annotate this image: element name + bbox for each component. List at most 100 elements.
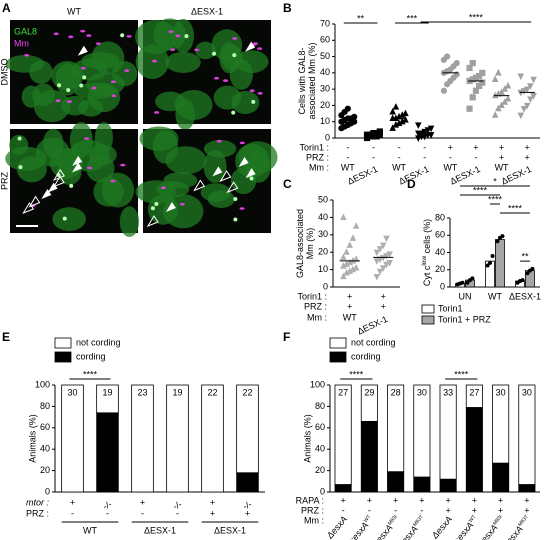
bar-segment [413,384,431,478]
dot [373,249,381,257]
bar-segment [518,384,536,485]
cell [152,130,179,164]
dot [466,105,473,112]
cell [213,85,242,110]
bacteria [239,207,245,210]
dot [376,256,384,264]
row-value: + [340,495,345,505]
row-value: + [524,505,529,515]
y-tick-label: 60 [40,422,50,432]
row-value: + [499,142,504,152]
row-value: + [393,495,398,505]
row-value: ::esxAWT [347,514,376,540]
y-tick-label: 40 [320,67,330,77]
panel-label: B [283,1,292,15]
x-tick-label: WT [488,291,502,301]
arrowhead-open [28,195,41,208]
bacteria [232,37,238,40]
row-value-sup: WT [363,514,373,524]
legend-label: cording [351,351,381,361]
row-value: - [176,508,179,518]
significance-label: **** [473,185,488,195]
bar-segment [439,384,457,480]
gal8-spot [233,197,238,202]
arrowhead [77,45,88,56]
row-value: + [473,142,478,152]
bar-segment [439,478,457,493]
bacteria [216,139,222,143]
gal8-spot [232,53,237,58]
y-tick-label: 20 [435,264,445,274]
legend-swatch [54,351,72,363]
y-axis-label: Animals (%) [302,414,312,463]
cell [203,149,227,183]
y-tick-label: 20 [320,100,330,110]
bar-segment [334,484,352,493]
n-label: 30 [496,387,506,397]
cell [135,180,176,204]
row-label: Torin1 : [297,291,327,301]
bacteria [154,111,160,114]
y-tick-label: 0 [320,486,325,496]
cell [9,134,29,156]
arrowhead [41,189,52,200]
arrowhead [245,168,256,179]
dot [490,253,495,258]
row-value: + [472,495,477,505]
legend-swatch [421,315,435,325]
dot [352,222,360,229]
dot [346,241,354,248]
dot [379,265,387,272]
dot [453,59,460,67]
dot [501,85,509,92]
row-value: + [367,495,372,505]
cell [163,172,198,189]
cell [101,172,135,208]
gal8-spot [69,183,74,188]
row-value: WT [495,162,509,172]
row-value: + [70,497,75,507]
dot [495,239,500,244]
gal8-spot [249,176,254,181]
bar-segment [387,384,405,473]
row-value: + [498,505,503,515]
y-tick-label: 80 [315,401,325,411]
cell [52,207,86,231]
dot [476,73,483,80]
dot [470,276,475,281]
significance-label: **** [454,369,469,379]
bacteria [179,202,185,206]
dot [415,122,422,129]
bar-segment [360,384,378,422]
n-label: 29 [364,387,374,397]
dot [491,111,499,118]
dot [373,273,381,281]
cell [29,60,53,84]
dot [340,213,347,220]
gal8-spot [17,136,22,141]
arrowhead [165,202,176,213]
dot [383,235,390,243]
arrowhead [72,162,83,173]
arrowhead-open [226,181,239,194]
y-tick-label: 70 [320,18,330,28]
row-value-text: ΔesxA [429,514,454,540]
bar-segment [518,484,536,493]
row-value: ::esxAM83I [371,514,402,540]
n-label: 23 [137,387,147,397]
bar-segment [236,472,259,493]
n-label: 19 [172,387,182,397]
dot [479,79,486,86]
legend-swatch [54,337,72,349]
cell [238,141,278,174]
gal8-spot [154,202,159,207]
y-tick-label: 30 [320,84,330,94]
row-value: ::esxAWT [452,514,481,540]
bacteria [86,34,92,37]
bacteria [80,66,86,70]
dot [498,101,505,109]
bar-segment [201,384,224,493]
n-label: 22 [207,387,217,397]
row-value-text: ΔesxA [324,514,349,540]
